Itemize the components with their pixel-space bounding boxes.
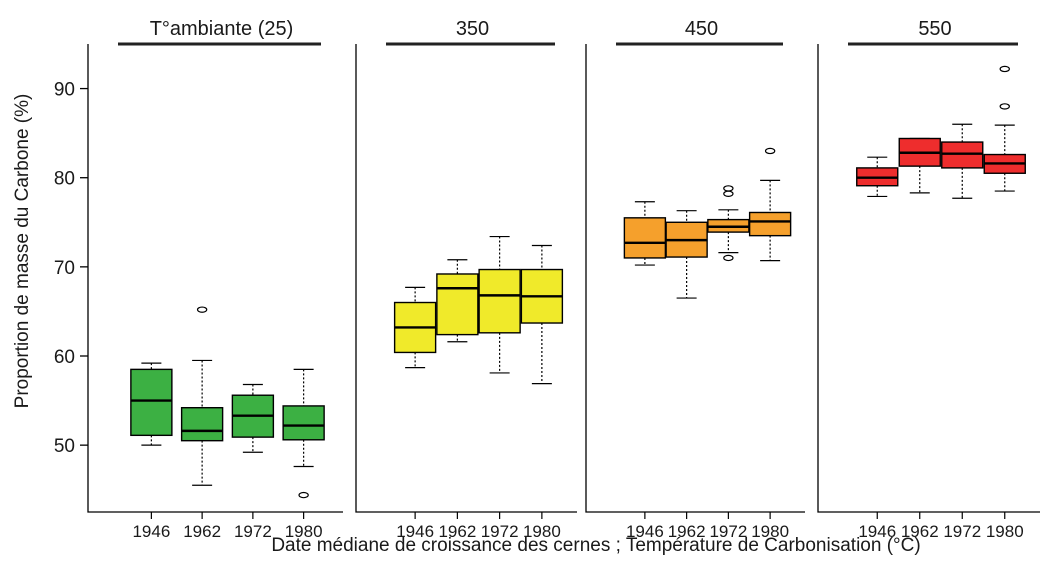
panel-3: 450 1946 1962 1972 1980 (585, 18, 805, 541)
outlier-point (196, 306, 208, 313)
outlier-point (999, 103, 1010, 110)
panel-frame (355, 44, 577, 513)
x-tick-label: 1962 (668, 522, 706, 541)
x-tick-label: 1980 (751, 522, 789, 541)
panel-frame (87, 44, 343, 513)
outlier-point (764, 147, 776, 155)
x-axis-label: Date médiane de croissance des cernes ; … (271, 535, 920, 556)
x-tick-label: 1946 (132, 522, 170, 541)
panel-frame (817, 44, 1040, 513)
box (941, 141, 984, 169)
x-tick-label: 1980 (523, 522, 561, 541)
x-tick-label: 1962 (901, 522, 939, 541)
panel-header-label: 350 (456, 18, 489, 40)
outlier-point (723, 190, 734, 197)
y-axis-label: Proportion de masse du Carbone (%) (12, 94, 33, 409)
x-tick-label: 1972 (234, 522, 272, 541)
outlier-point (999, 65, 1010, 73)
x-tick-label: 1962 (438, 522, 476, 541)
x-tick-label: 1980 (986, 522, 1024, 541)
y-tick-label: 80 (54, 169, 75, 190)
box (748, 211, 792, 237)
panel-frame (585, 44, 805, 513)
y-tick-label: 90 (54, 80, 75, 101)
y-tick-label: 60 (54, 347, 75, 368)
box (623, 217, 667, 259)
panel-header-label: 450 (685, 18, 718, 40)
x-tick-label: 1980 (285, 522, 323, 541)
x-tick-label: 1946 (858, 522, 896, 541)
box (130, 368, 173, 437)
outlier-point (723, 185, 734, 192)
outlier-point (723, 254, 734, 262)
panel-header-label: T°ambiante (25) (150, 18, 294, 40)
panel-4: 550 1946 1962 1972 1980 (817, 18, 1040, 541)
x-tick-label: 1946 (626, 522, 664, 541)
x-tick-label: 1972 (481, 522, 519, 541)
outlier-point (298, 491, 309, 499)
panel-1: T°ambiante (25) 1946 1962 1972 1980 (87, 18, 343, 541)
panel-header-label: 550 (918, 18, 951, 40)
y-tick-label: 70 (54, 258, 75, 279)
x-tick-label: 1946 (396, 522, 434, 541)
x-tick-label: 1962 (183, 522, 221, 541)
box (180, 407, 224, 442)
box (436, 273, 479, 336)
box (282, 405, 325, 441)
x-tick-label: 1972 (709, 522, 747, 541)
box (478, 268, 521, 334)
x-tick-label: 1972 (943, 522, 981, 541)
panel-2: 350 1946 1962 1972 1980 (355, 18, 577, 541)
y-tick-label: 50 (54, 436, 75, 457)
